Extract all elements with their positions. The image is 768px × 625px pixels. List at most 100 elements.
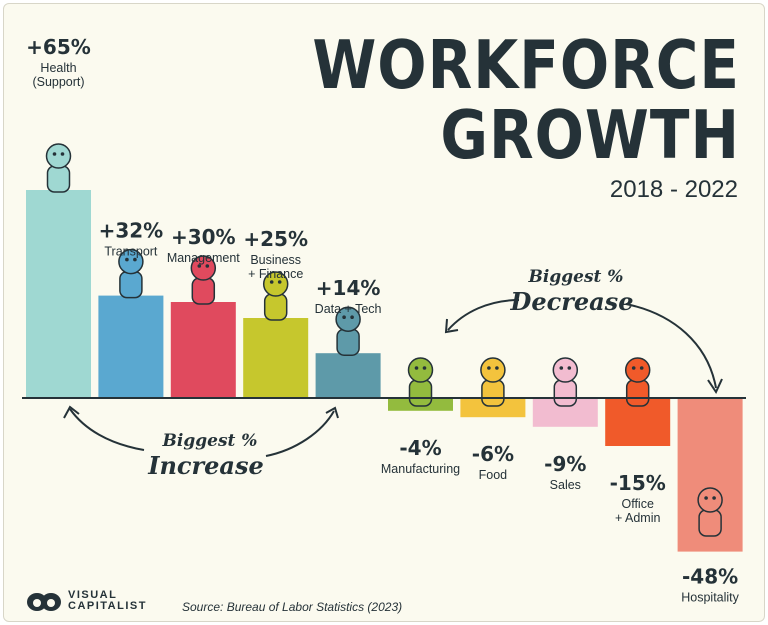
worker-illustration xyxy=(552,357,579,407)
value-label: -15% xyxy=(610,471,666,495)
worker-body xyxy=(553,379,578,407)
increase-arrow-right xyxy=(265,410,335,457)
value-label: +25% xyxy=(243,227,308,251)
value-label: -48% xyxy=(682,565,738,589)
worker-eye xyxy=(487,366,491,370)
category-label: Data + Tech xyxy=(315,302,382,316)
worker-eye xyxy=(350,315,354,320)
worker-eye xyxy=(422,366,427,370)
increase-arrow-left xyxy=(69,408,145,451)
worker-eye xyxy=(269,280,274,284)
decrease-note-line1: Biggest % xyxy=(528,267,624,287)
page-title-line2: GROWTH xyxy=(440,96,740,175)
worker-illustration xyxy=(45,143,72,193)
decrease-arrowhead-right xyxy=(707,378,723,395)
worker-body xyxy=(336,328,360,356)
worker-eye xyxy=(414,366,419,370)
infographic-frame: +65% Health (Support) +32% Transport +30% Mana… xyxy=(3,3,765,622)
category-label: Transport xyxy=(104,245,158,259)
worker-eye xyxy=(133,257,137,262)
worker-eye xyxy=(639,366,644,370)
category-label: Manufacturing xyxy=(381,462,460,476)
increase-arrowhead-right xyxy=(325,406,339,419)
worker-body xyxy=(481,379,505,407)
worker-body xyxy=(408,379,433,407)
worker-illustration xyxy=(262,271,289,321)
worker-body xyxy=(191,277,216,305)
decrease-arrow-left xyxy=(447,299,520,331)
category-label: Business xyxy=(250,253,301,267)
bar xyxy=(315,353,381,398)
value-label: +65% xyxy=(26,35,91,59)
worker-body xyxy=(263,293,288,321)
worker-illustration xyxy=(190,255,217,305)
worker-head xyxy=(118,248,144,275)
worker-head xyxy=(335,306,361,332)
worker-eye xyxy=(342,315,346,320)
value-label: +14% xyxy=(316,276,381,300)
value-label: +30% xyxy=(171,225,236,249)
value-label: +32% xyxy=(99,219,164,243)
increase-note-line1: Biggest % xyxy=(162,431,258,451)
worker-illustration xyxy=(407,357,434,407)
worker-head xyxy=(190,255,217,281)
category-label: Management xyxy=(167,251,240,265)
worker-head xyxy=(45,143,72,169)
category-label: Health xyxy=(40,61,76,75)
worker-eye xyxy=(631,366,636,370)
worker-illustration xyxy=(118,248,144,299)
worker-eye xyxy=(704,496,708,500)
worker-eye xyxy=(559,366,564,370)
category-label: + Admin xyxy=(615,511,661,525)
category-label: Hospitality xyxy=(681,591,739,605)
category-label: Food xyxy=(479,468,508,482)
worker-eye xyxy=(205,264,210,268)
source-note: Source: Bureau of Labor Statistics (2023… xyxy=(182,600,403,614)
category-label: + Finance xyxy=(248,267,303,281)
value-label: -9% xyxy=(544,452,586,476)
bar xyxy=(460,398,526,418)
worker-head xyxy=(407,357,434,383)
worker-illustration xyxy=(624,357,651,407)
increase-note-line2: Increase xyxy=(147,451,264,480)
category-label: Office xyxy=(621,497,653,511)
worker-body xyxy=(46,165,71,193)
worker-illustration xyxy=(480,357,506,407)
bar-chart: +65% Health(Support) +32% Transport +30% Mana… xyxy=(22,35,746,605)
worker-eye xyxy=(197,264,202,268)
worker-eye xyxy=(495,366,499,370)
worker-body xyxy=(625,379,650,407)
bar xyxy=(98,295,164,398)
bar xyxy=(243,318,309,398)
brand-name-line2: CAPITALIST xyxy=(68,600,147,612)
worker-illustration xyxy=(335,306,361,356)
worker-eye xyxy=(712,496,716,500)
decrease-arrowhead-left xyxy=(444,318,459,334)
brand-mark-icon xyxy=(27,593,61,611)
category-label: Sales xyxy=(550,478,581,492)
value-label: -6% xyxy=(472,442,514,466)
worker-body xyxy=(119,270,143,299)
worker-head xyxy=(624,357,651,383)
worker-eye xyxy=(277,280,282,284)
page-title-line1: WORKFORCE xyxy=(312,26,740,105)
decrease-arrow-right xyxy=(625,303,717,389)
worker-eye xyxy=(60,152,65,156)
value-label: -4% xyxy=(399,436,441,460)
decrease-note-line2: Decrease xyxy=(510,287,634,316)
worker-eye xyxy=(125,257,129,262)
bar xyxy=(170,302,236,398)
brand-logo: VISUAL CAPITALIST xyxy=(26,588,147,614)
brand-name-line1: VISUAL xyxy=(68,589,118,601)
date-range: 2018 - 2022 xyxy=(609,176,738,203)
worker-eye xyxy=(567,366,572,370)
worker-eye xyxy=(52,152,57,156)
worker-head xyxy=(480,357,506,383)
worker-body xyxy=(698,509,722,537)
increase-arrowhead-left xyxy=(63,405,80,419)
worker-illustration xyxy=(697,487,723,537)
worker-head xyxy=(552,357,579,383)
bar xyxy=(26,190,91,398)
worker-head xyxy=(697,487,723,513)
category-label: (Support) xyxy=(32,75,84,89)
